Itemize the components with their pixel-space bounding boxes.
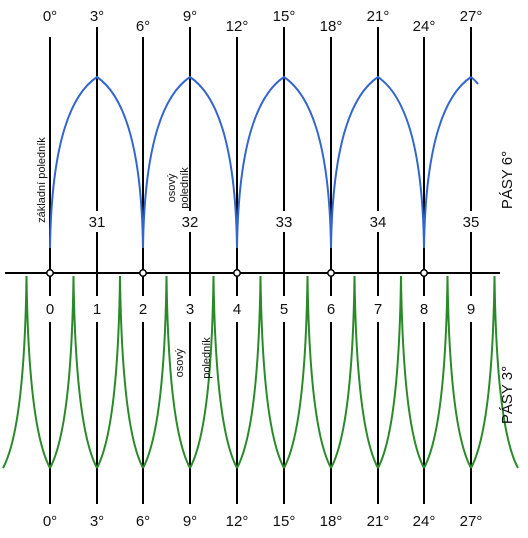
top-degree-label: 21°	[367, 8, 390, 25]
equator-node	[139, 269, 147, 277]
axial-meridian-label-3-line1: osový	[174, 348, 186, 377]
zone-6-numbers: 31 32 33 34 35	[89, 214, 480, 231]
bottom-degree-label: 0°	[43, 513, 57, 530]
zone-3-arch	[96, 275, 144, 469]
zone-6-arch	[49, 75, 144, 249]
zone-3-number: 5	[280, 301, 288, 318]
bottom-degree-label: 9°	[183, 513, 197, 530]
zone-6-number: 33	[276, 214, 293, 231]
top-degree-label: 15°	[273, 8, 296, 25]
bottom-degree-label: 27°	[460, 513, 483, 530]
top-degree-label: 9°	[183, 8, 197, 25]
zone-6-number: 31	[89, 214, 106, 231]
top-degree-label: 0°	[43, 8, 57, 25]
bottom-degree-label: 21°	[367, 513, 390, 530]
top-degree-label: 6°	[136, 18, 150, 35]
top-degree-label: 18°	[320, 18, 343, 35]
zone-6-arch-tail	[470, 76, 479, 85]
zone-6-number: 35	[463, 214, 480, 231]
top-degree-label: 12°	[226, 18, 249, 35]
zone-3-number: 4	[233, 301, 241, 318]
zone-6-arch	[236, 75, 332, 249]
top-degree-label: 3°	[90, 8, 104, 25]
zone-3-arch	[423, 275, 472, 469]
zone-6-arch	[330, 75, 425, 249]
zone-3-number: 0	[46, 301, 54, 318]
zone-6-number: 34	[370, 214, 387, 231]
equator-node	[233, 269, 241, 277]
equator-node	[420, 269, 428, 277]
axial-meridian-label-6-line1: osový	[166, 173, 178, 202]
zone-6-arch	[423, 76, 472, 249]
zone-3-arch	[236, 275, 285, 469]
zone-3-arch	[330, 275, 379, 469]
zone-6-number: 32	[182, 214, 199, 231]
equator-node	[327, 269, 335, 277]
top-degree-label: 24°	[413, 18, 436, 35]
zone-6-arches	[49, 75, 479, 249]
bottom-degree-labels: 0° 3° 6° 9° 12° 15° 18° 21° 24° 27°	[43, 513, 483, 530]
zone-3-arch	[189, 275, 238, 469]
meridian-lines	[49, 27, 472, 504]
zone-3-arch	[2, 275, 51, 469]
axial-meridian-label-6-line2: poledník	[179, 167, 191, 209]
zone-3-number: 3	[186, 301, 194, 318]
zone-3-number: 1	[93, 301, 101, 318]
zone-3-number: 2	[139, 301, 147, 318]
zone-3-numbers: 0 1 2 3 4 5 6 7 8 9	[46, 301, 475, 318]
zone-3-arch	[283, 275, 332, 469]
zone-6-arch	[142, 75, 238, 249]
bottom-degree-label: 3°	[90, 513, 104, 530]
equator-node	[46, 269, 54, 277]
bottom-degree-label: 6°	[136, 513, 150, 530]
bottom-degree-label: 24°	[413, 513, 436, 530]
zone-3-arch	[470, 275, 519, 469]
equator-nodes	[46, 269, 428, 277]
zone-3-number: 7	[374, 301, 382, 318]
zone-3-arch	[49, 275, 98, 469]
top-degree-label: 27°	[460, 8, 483, 25]
zone-3-arches	[2, 275, 519, 469]
bottom-degree-label: 15°	[273, 513, 296, 530]
bottom-degree-label: 12°	[226, 513, 249, 530]
zone-3-arch	[142, 275, 191, 469]
top-degree-labels: 0° 3° 6° 9° 12° 15° 18° 21° 24° 27°	[43, 8, 483, 35]
zone-3-number: 9	[467, 301, 475, 318]
axial-meridian-label-3-line2: poledník	[201, 337, 213, 379]
side-label-zones-6: PÁSY 6°	[499, 151, 516, 209]
zone-3-arch	[377, 275, 425, 469]
side-label-zones-3: PÁSY 3°	[499, 366, 516, 424]
bottom-degree-label: 18°	[320, 513, 343, 530]
base-meridian-label: základní poledník	[36, 137, 48, 223]
zone-3-number: 6	[327, 301, 335, 318]
zone-3-number: 8	[420, 301, 428, 318]
